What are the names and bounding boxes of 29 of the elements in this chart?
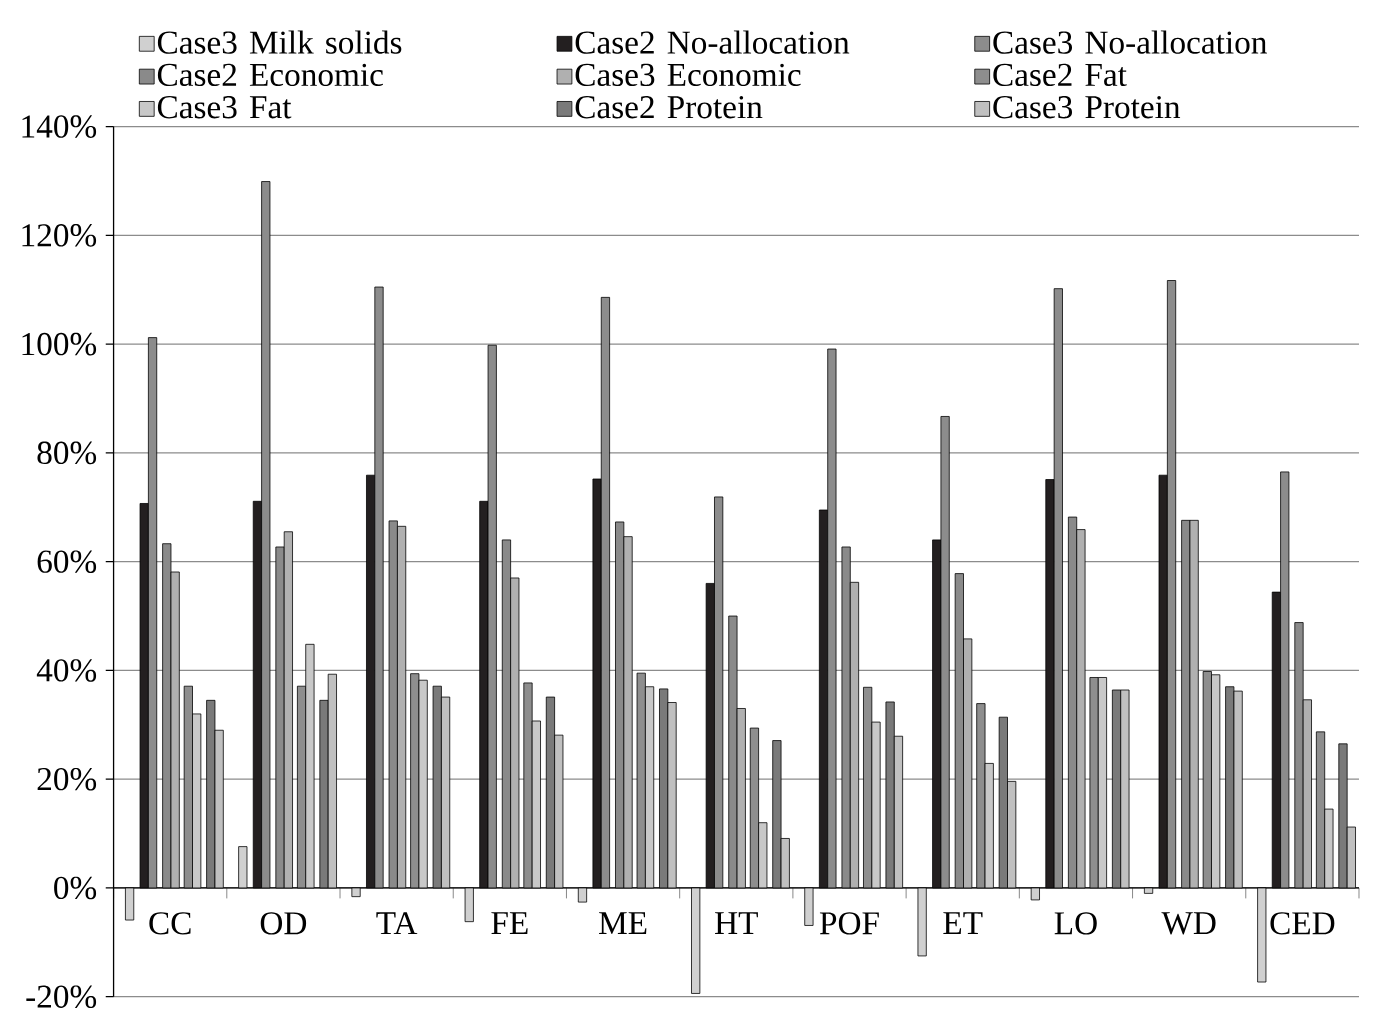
y-tick-label: 20% [37,767,97,791]
x-tick-label: HT [715,912,758,934]
x-tick-label: ET [943,912,983,934]
y-tick-label: 120% [22,223,97,247]
legend-label: Case3 Fat [157,95,292,119]
legend-label: Case2 Fat [993,63,1127,86]
x-tick-label: CC [149,912,191,935]
x-tick-label: TA [376,912,418,934]
y-tick-label: -20% [26,985,97,1008]
y-tick-label: 40% [36,659,97,682]
y-tick-label: 60% [37,550,97,573]
x-tick-label: LO [1054,912,1097,935]
y-tick-label: 0% [54,876,97,900]
y-tick-label: 140% [22,115,97,138]
x-tick-label: WD [1161,912,1216,935]
y-tick-label: 100% [22,332,97,356]
x-tick-label: POF [819,912,879,935]
x-tick-label: FE [491,912,528,934]
legend-label: Case2 No-allocation [575,30,850,54]
x-tick-label: ME [599,912,647,934]
x-tick-label: OD [260,912,307,935]
x-tick-label: CED [1270,912,1335,935]
legend-label: Case3 Milk solids [157,30,402,54]
y-tick-label: 80% [37,441,97,465]
legend-label: Case2 Economic [157,63,383,86]
legend-label: Case3 Protein [993,95,1181,119]
legend-label: Case3 No-allocation [993,30,1267,54]
legend-label: Case3 Economic [575,63,801,86]
legend-label: Case2 Protein [575,95,763,119]
